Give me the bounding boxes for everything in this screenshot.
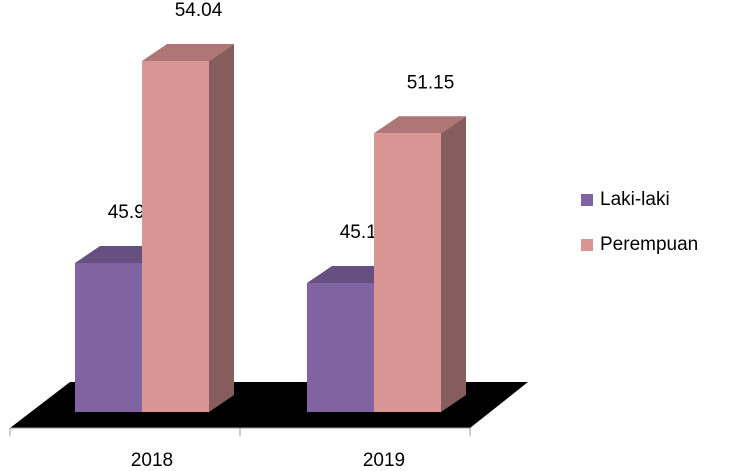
bar [307,283,374,412]
bar-side [441,116,466,412]
legend-label: Laki-laki [600,189,670,210]
bar-top [374,116,466,134]
bar-side [209,44,234,412]
legend-swatch [581,239,593,251]
data-label: 54.04 [175,0,223,21]
legend-label: Perempuan [600,234,698,255]
bar [374,133,441,412]
x-tick-label: 2019 [363,450,405,471]
bar [75,263,142,412]
bar [142,61,209,412]
x-tick-label: 2018 [131,450,173,471]
bar-top [142,44,234,61]
data-label: 51.15 [407,72,455,93]
legend-swatch [581,194,593,206]
